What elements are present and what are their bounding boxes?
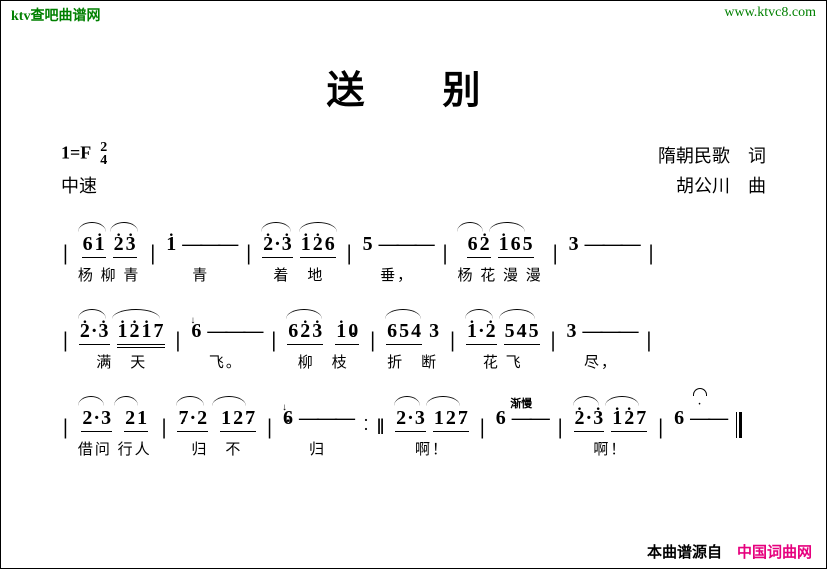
- lyric: 垂，: [362, 264, 433, 285]
- measure: ↓6 ——— 飞。: [186, 313, 265, 372]
- site-name-left: ktv查吧曲谱网: [11, 5, 100, 25]
- lyricist-credit: 隋朝民歌 词: [658, 142, 766, 168]
- tempo-text: 中速: [61, 172, 97, 198]
- lyric: 杨 柳 青: [78, 264, 141, 285]
- barline: |: [345, 240, 354, 266]
- lyric: 青: [165, 264, 236, 285]
- lyric: 柳 枝: [286, 351, 360, 372]
- measure: 2·3 21 借问 行人: [74, 400, 156, 459]
- measure: 2·3 1217 满 天: [74, 313, 170, 372]
- lyric: 折 断: [385, 351, 440, 372]
- measure: ↓6 ——— 归: [278, 400, 357, 459]
- fermata-icon: [693, 388, 707, 396]
- footer-label: 本曲谱源自: [647, 545, 722, 561]
- header-bar: ktv查吧曲谱网 www.ktvc8.com: [1, 1, 826, 29]
- lyric: 花 飞: [465, 351, 541, 372]
- barline: |: [160, 414, 169, 440]
- lyric: 尽，: [566, 351, 637, 372]
- barline: |: [551, 240, 560, 266]
- score-line-1: | 61 23 杨 柳 青 | 1 ——— 青 | 2·3 126 着 地 | …: [61, 226, 766, 285]
- barline: |: [61, 327, 70, 353]
- measure: 5 ——— 垂，: [358, 226, 437, 285]
- score-line-3: | 2·3 21 借问 行人 | 7·2 127 归 不 | ↓6 ——— 归 …: [61, 400, 766, 459]
- lyric: 归: [282, 438, 353, 459]
- measure: 1 ——— 青: [161, 226, 240, 285]
- lyric: 借问 行人: [78, 438, 152, 459]
- lyric: 飞。: [190, 351, 261, 372]
- barline: |: [244, 240, 253, 266]
- meta-row-1: 1=F 2 4 隋朝民歌 词: [61, 142, 766, 168]
- repeat-end: ··: [361, 416, 371, 434]
- measure: 渐慢 6 ——: [491, 400, 552, 438]
- barline: |: [368, 327, 377, 353]
- song-title: 送 别: [61, 59, 766, 114]
- barline: |: [647, 240, 656, 266]
- barline: |: [148, 240, 157, 266]
- measure: 7·2 127 归 不: [172, 400, 261, 459]
- time-bot: 4: [100, 155, 107, 168]
- measure: 2·3 127 啊！: [390, 400, 474, 459]
- meta-row-2: 中速 胡公川 曲: [61, 172, 766, 198]
- measure: 3 ———: [564, 226, 643, 264]
- lyric: 着 地: [261, 264, 337, 285]
- lyric: 啊！: [394, 438, 470, 459]
- lyric: 啊！: [573, 438, 649, 459]
- measure: 6 ——: [669, 400, 730, 438]
- music-sheet: 送 别 1=F 2 4 隋朝民歌 词 中速 胡公川 曲 | 61 23 杨 柳 …: [1, 29, 826, 459]
- measure: 1·2 545 花 飞: [461, 313, 545, 372]
- footer-source[interactable]: 中国词曲网: [737, 545, 812, 561]
- barline: |: [656, 414, 665, 440]
- measure: 2·3 126 着 地: [257, 226, 341, 285]
- site-url-right[interactable]: www.ktvc8.com: [724, 5, 816, 25]
- key-text: 1=F: [61, 143, 91, 163]
- measure: 623 10 柳 枝: [282, 313, 364, 372]
- lyric: 杨 花 漫 漫: [457, 264, 542, 285]
- lyric: 满 天: [78, 351, 166, 372]
- barline: |: [645, 327, 654, 353]
- final-barline: [736, 412, 742, 438]
- barline: |: [478, 414, 487, 440]
- barline: |: [549, 327, 558, 353]
- barline: |: [441, 240, 450, 266]
- composer-credit: 胡公川 曲: [676, 172, 766, 198]
- measure: 3 ——— 尽，: [562, 313, 641, 372]
- measure: 61 23 杨 柳 青: [74, 226, 145, 285]
- barline: ‖: [375, 414, 386, 440]
- measure: 62 165 杨 花 漫 漫: [453, 226, 546, 285]
- footer-credit: 本曲谱源自 中国词曲网: [647, 541, 812, 562]
- key-signature: 1=F 2 4: [61, 142, 107, 168]
- time-signature: 2 4: [100, 142, 107, 167]
- barline: |: [269, 327, 278, 353]
- measure: 654 3 折 断: [381, 313, 444, 372]
- measure: 2·3 127 啊！: [569, 400, 653, 459]
- barline: |: [61, 414, 70, 440]
- score-line-2: | 2·3 1217 满 天 | ↓6 ——— 飞。 | 623 10 柳 枝 …: [61, 313, 766, 372]
- barline: |: [556, 414, 565, 440]
- barline: |: [448, 327, 457, 353]
- tempo-mark: 渐慢: [510, 386, 532, 422]
- barline: |: [61, 240, 70, 266]
- lyric: 归 不: [176, 438, 257, 459]
- barline: |: [265, 414, 274, 440]
- barline: |: [174, 327, 183, 353]
